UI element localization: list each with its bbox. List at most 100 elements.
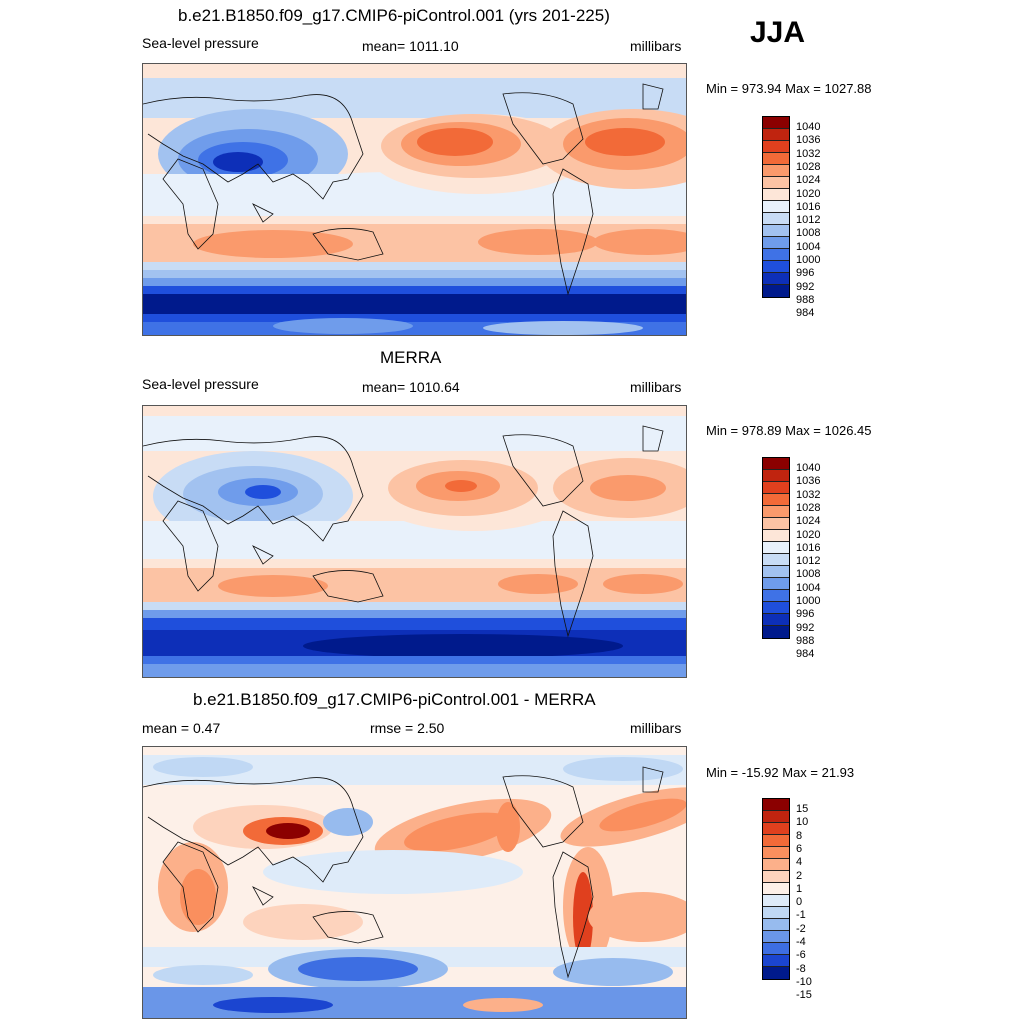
panel-obs-colorbar-tick-label: 1004 [796,581,821,594]
panel-obs-colorbar-tick-label: 1024 [796,515,821,528]
panel-diff-colorbar-tick-label: -10 [796,975,812,988]
panel-obs-colorbar-swatch [763,542,789,554]
panel-obs-colorbar-tick-label: 988 [796,634,815,647]
panel-model-title: b.e21.B1850.f09_g17.CMIP6-piControl.001 … [178,6,610,25]
panel-model-mean: mean= 1011.10 [362,38,459,54]
panel-model-colorbar [762,116,790,298]
panel-model-colorbar-tick-label: 984 [796,307,815,320]
panel-model-colorbar-tick-label: 1036 [796,134,821,147]
panel-obs-colorbar-swatch [763,458,789,470]
panel-obs-variable: Sea-level pressure [142,376,259,392]
panel-model-colorbar-swatch [763,141,789,153]
panel-model-colorbar-tick-label: 1028 [796,160,821,173]
panel-diff-colorbar-tick-label: 15 [796,803,809,815]
panel-diff-colorbar-tick-label: 6 [796,842,803,855]
panel-model-colorbar-tick-label: 1024 [796,174,821,187]
panel-obs-colorbar-tick-label: 984 [796,648,815,661]
panel-model-field [143,64,686,335]
panel-model-colorbar-tick-label: 1012 [796,214,821,227]
panel-obs-units: millibars [630,379,682,395]
panel-obs-colorbar-swatch [763,566,789,578]
panel-obs-colorbar-tick-label: 1020 [796,528,821,541]
panel-obs-colorbar-tick-label: 1016 [796,541,821,554]
panel-diff-colorbar-tick-label: 4 [796,856,803,869]
panel-diff-colorbar-tick-label: -8 [796,962,806,975]
panel-model-colorbar-swatch [763,153,789,165]
panel-diff-colorbar-swatch [763,847,789,859]
panel-diff-minmax: Min = -15.92 Max = 21.93 [706,765,855,780]
panel-diff-colorbar-tick-label: 1 [796,882,803,895]
panel-diff-colorbar-tick-label: -4 [796,936,806,948]
panel-model-colorbar-swatch [763,249,789,261]
panel-obs-colorbar-tick-label: 1000 [796,595,821,607]
panel-model-variable: Sea-level pressure [142,35,259,51]
panel-obs-mean: mean= 1010.64 [362,379,460,395]
panel-model-colorbar-swatch [763,177,789,189]
panel-diff-colorbar-swatch [763,895,789,907]
panel-diff-colorbar-tick-label: 2 [796,869,803,882]
panel-diff-map [142,746,687,1019]
panel-obs-colorbar-swatch [763,530,789,542]
panel-model-units: millibars [630,38,682,54]
panel-obs-colorbar [762,457,790,639]
panel-diff-colorbar-tick-label: -1 [796,909,806,922]
panel-diff-mean: mean = 0.47 [142,720,221,736]
panel-model-colorbar-swatch [763,129,789,141]
panel-model-colorbar-swatch [763,273,789,285]
panel-diff-colorbar-swatch [763,907,789,919]
panel-obs-colorbar-swatch [763,626,789,638]
panel-model-colorbar-swatch [763,285,789,297]
panel-diff-colorbar-swatch [763,799,789,811]
panel-obs-colorbar-swatch [763,470,789,482]
panel-model-colorbar-swatch [763,165,789,177]
panel-diff-colorbar-tick-label: 8 [796,829,803,842]
panel-diff-colorbar-swatch [763,871,789,883]
panel-model-colorbar-swatch [763,213,789,225]
panel-model-colorbar-tick-label: 1008 [796,227,821,240]
panel-obs-colorbar-swatch [763,602,789,614]
panel-model-map [142,63,687,336]
panel-diff-colorbar-swatch [763,931,789,943]
panel-obs-colorbar-swatch [763,554,789,566]
season-label: JJA [750,16,806,49]
panel-model-colorbar-tick-label: 988 [796,293,815,306]
panel-model-colorbar-swatch [763,201,789,213]
panel-obs-colorbar-tick-label: 996 [796,608,815,621]
panel-diff-colorbar [762,798,790,980]
panel-obs-colorbar-swatch [763,482,789,494]
panel-obs-title: MERRA [380,348,442,367]
panel-diff-colorbar-swatch [763,967,789,979]
panel-model-colorbar-tick-label: 1016 [796,200,821,213]
panel-diff-colorbar-tick-label: 10 [796,816,809,829]
panel-diff-rmse: rmse = 2.50 [370,720,445,736]
panel-obs-colorbar-tick-label: 1028 [796,501,821,514]
panel-model-colorbar-tick-label: 1020 [796,187,821,200]
panel-obs-colorbar-swatch [763,518,789,530]
panel-diff-field [143,747,686,1018]
panel-diff-colorbar-swatch [763,835,789,847]
panel-obs-colorbar-tick-label: 1040 [796,462,821,474]
panel-diff-colorbar-swatch [763,883,789,895]
panel-obs-field [143,406,686,677]
panel-model-colorbar-tick-label: 1004 [796,240,821,253]
panel-obs-colorbar-swatch [763,590,789,602]
panel-obs-colorbar-tick-label: 1008 [796,568,821,581]
panel-obs-colorbar-swatch [763,578,789,590]
panel-diff-colorbar-tick-label: 0 [796,896,803,909]
panel-obs-colorbar-tick-label: 1036 [796,475,821,488]
panel-model-colorbar-tick-label: 992 [796,280,815,293]
panel-obs-colorbar-swatch [763,614,789,626]
panel-diff-colorbar-swatch [763,943,789,955]
panel-diff-colorbar-tick-label: -15 [796,989,812,1002]
panel-obs-minmax: Min = 978.89 Max = 1026.45 [706,423,872,438]
panel-diff-colorbar-swatch [763,919,789,931]
panel-diff-title: b.e21.B1850.f09_g17.CMIP6-piControl.001 … [193,690,596,709]
panel-model-colorbar-swatch [763,237,789,249]
panel-model-colorbar-tick-label: 1000 [796,254,821,266]
panel-model-colorbar-swatch [763,189,789,201]
panel-model-colorbar-swatch [763,117,789,129]
panel-diff-units: millibars [630,720,682,736]
panel-diff-colorbar-tick-label: -6 [796,949,806,962]
panel-model-colorbar-tick-label: 1040 [796,121,821,133]
panel-obs-map [142,405,687,678]
